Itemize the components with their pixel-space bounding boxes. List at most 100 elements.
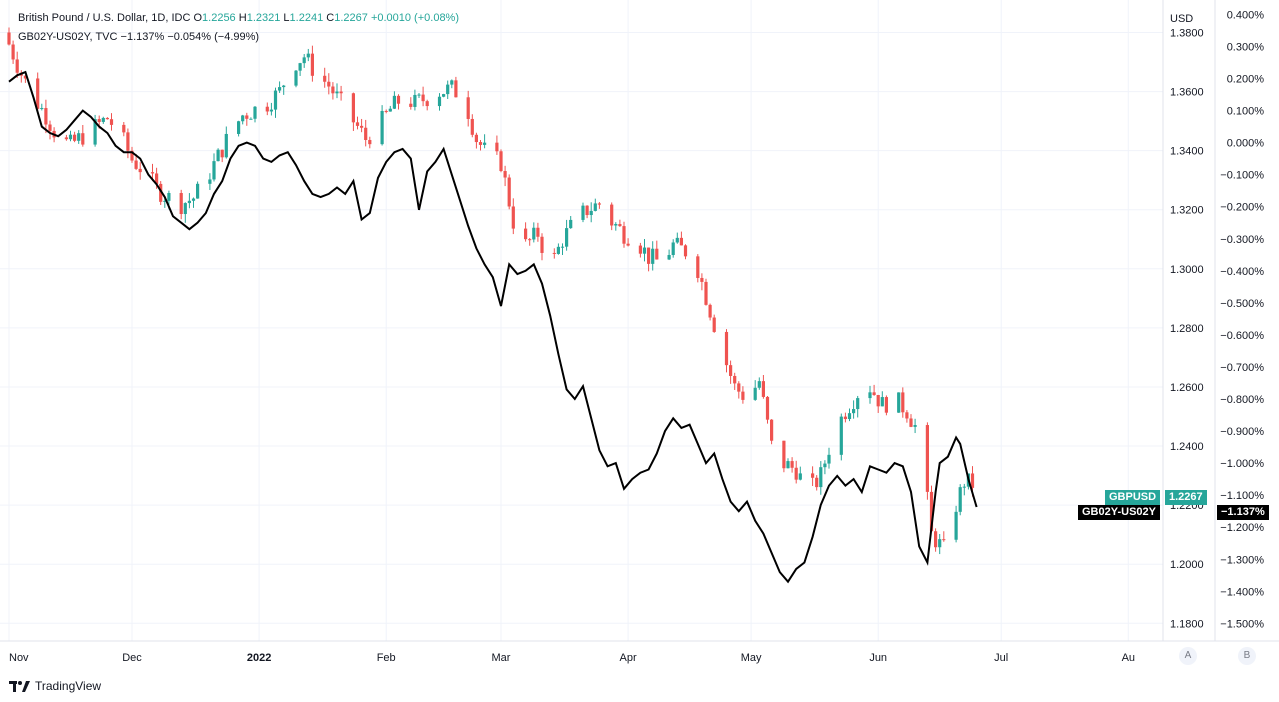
percent-tick-label: 0.200% (1227, 74, 1265, 86)
percent-tick-label: −1.300% (1220, 554, 1264, 566)
candle-body (823, 463, 827, 468)
candle-body (278, 87, 282, 91)
percent-tick-label: −0.200% (1220, 202, 1264, 214)
candle-body (450, 80, 454, 85)
candle-body (876, 395, 880, 407)
candle-body (360, 125, 364, 128)
candle-body (23, 75, 27, 79)
gbpusd-name-badge: GBPUSD (1105, 490, 1161, 505)
candle-body (73, 134, 77, 141)
candle-body (40, 108, 44, 110)
gbpusd-candles (7, 27, 975, 555)
percent-tick-label: −1.000% (1220, 458, 1264, 470)
candle-body (532, 227, 536, 240)
candle-body (647, 247, 651, 264)
candle-body (770, 419, 774, 441)
candle-body (216, 149, 220, 162)
candle-body (134, 160, 138, 169)
candle-body (712, 317, 716, 332)
legend-change: +0.0010 (+0.08%) (370, 12, 460, 24)
legend-symbol: British Pound / U.S. Dollar, 1D, IDC (18, 12, 191, 24)
candle-body (733, 375, 737, 384)
candle-body (269, 109, 273, 112)
candle-body (655, 248, 659, 260)
candle-body (454, 80, 458, 98)
candle-body (11, 44, 15, 60)
candle-body (302, 57, 306, 64)
candle-body (437, 96, 442, 107)
candle-body (474, 134, 478, 143)
grid (0, 0, 1163, 641)
scale-b-button[interactable]: B (1238, 647, 1256, 665)
candle-body (155, 173, 159, 184)
candle-body (782, 440, 786, 469)
candle-body (81, 133, 85, 145)
legend-low: 1.2241 (289, 12, 324, 24)
candle-body (897, 392, 901, 413)
time-axis: Nov Dec 2022 Feb Mar Apr May Jun Jul Au (9, 652, 1135, 664)
candle-body (392, 95, 396, 109)
candle-body (565, 228, 569, 247)
auto-scale-button[interactable]: A (1179, 647, 1197, 665)
candle-body (77, 133, 81, 141)
candle-body (642, 247, 647, 254)
candle-body (36, 78, 40, 109)
legend-close-label: C (326, 12, 335, 24)
candle-body (704, 281, 708, 305)
spread-value-badge: −1.137% (1217, 505, 1269, 520)
candle-body (741, 391, 745, 400)
candle-body (524, 228, 528, 240)
gbpusd-legend[interactable]: British Pound / U.S. Dollar, 1D, IDC O1.… (18, 12, 459, 24)
candle-body (790, 461, 794, 468)
candle-body (294, 70, 298, 86)
candle-body (97, 119, 101, 122)
candle-body (495, 142, 499, 152)
usd-tick-label: 1.2400 (1170, 441, 1204, 453)
time-tick-label: Au (1122, 652, 1135, 664)
legend-open: 1.2256 (202, 12, 236, 24)
spread-legend[interactable]: GB02Y-US02Y, TVC −1.137% −0.054% (−4.99%… (18, 31, 259, 43)
candle-body (724, 331, 729, 366)
percent-tick-label: −1.100% (1220, 490, 1264, 502)
spread-line (8, 70, 978, 584)
candle-body (417, 94, 421, 96)
candle-body (249, 118, 253, 120)
candle-body (671, 242, 675, 256)
candle-body (368, 139, 372, 145)
candle-body (380, 110, 384, 145)
candle-body (651, 248, 655, 264)
legend-high: 1.2321 (246, 12, 281, 24)
candle-body (282, 85, 286, 88)
candle-body (552, 252, 556, 254)
candle-body (7, 32, 11, 45)
spread-name-badge: GB02Y-US02Y (1078, 505, 1160, 520)
candle-body (585, 205, 589, 216)
candle-body (306, 53, 310, 58)
candle-body (868, 392, 872, 399)
candle-body (241, 115, 245, 122)
candle-body (138, 168, 142, 173)
candle-body (364, 127, 368, 140)
candle-body (593, 203, 597, 211)
percent-tick-label: −0.700% (1220, 362, 1264, 374)
candle-body (909, 418, 913, 427)
candle-body (556, 246, 560, 254)
gbpusd-price-badge: 1.2267 (1165, 490, 1207, 505)
candle-body (339, 91, 343, 94)
candle-body (384, 110, 388, 112)
candle-body (761, 381, 765, 397)
candle-body (737, 383, 741, 392)
candle-body (757, 381, 761, 388)
candle-body (798, 473, 802, 480)
percent-tick-label: −0.800% (1220, 394, 1264, 406)
candle-body (942, 539, 946, 541)
candle-body (626, 243, 630, 246)
tradingview-brand[interactable]: TradingView (9, 679, 101, 693)
usd-tick-label: 1.3000 (1170, 264, 1204, 276)
usd-price-scale: USD 1.3800 1.3600 1.3400 1.3200 1.3000 1.2800 1… (1170, 13, 1204, 630)
candle-body (884, 397, 888, 413)
legend-close: 1.2267 (334, 12, 368, 24)
percent-price-scale: 0.400% 0.300% 0.200% 0.100% 0.000% −0.100% −0.… (1220, 9, 1264, 630)
percent-tick-label: 0.300% (1227, 41, 1265, 53)
